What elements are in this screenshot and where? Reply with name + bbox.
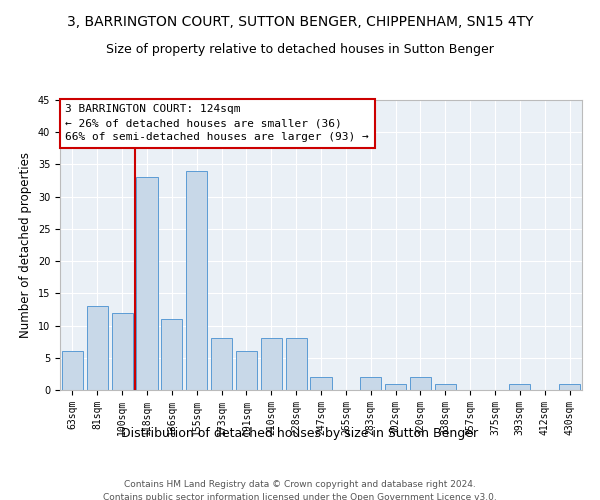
Bar [161,319,182,390]
Bar [559,384,580,390]
Y-axis label: Number of detached properties: Number of detached properties [19,152,32,338]
Bar [261,338,282,390]
Bar [310,377,332,390]
Text: Size of property relative to detached houses in Sutton Benger: Size of property relative to detached ho… [106,42,494,56]
Bar [435,384,456,390]
Bar [236,352,257,390]
Bar [112,312,133,390]
Text: 3 BARRINGTON COURT: 124sqm
← 26% of detached houses are smaller (36)
66% of semi: 3 BARRINGTON COURT: 124sqm ← 26% of deta… [65,104,369,142]
Bar [211,338,232,390]
Bar [410,377,431,390]
Bar [286,338,307,390]
Bar [360,377,381,390]
Text: Distribution of detached houses by size in Sutton Benger: Distribution of detached houses by size … [121,428,479,440]
Bar [186,171,207,390]
Bar [136,178,158,390]
Text: 3, BARRINGTON COURT, SUTTON BENGER, CHIPPENHAM, SN15 4TY: 3, BARRINGTON COURT, SUTTON BENGER, CHIP… [67,15,533,29]
Bar [509,384,530,390]
Bar [87,306,108,390]
Text: Contains HM Land Registry data © Crown copyright and database right 2024.
Contai: Contains HM Land Registry data © Crown c… [103,480,497,500]
Bar [62,352,83,390]
Bar [385,384,406,390]
